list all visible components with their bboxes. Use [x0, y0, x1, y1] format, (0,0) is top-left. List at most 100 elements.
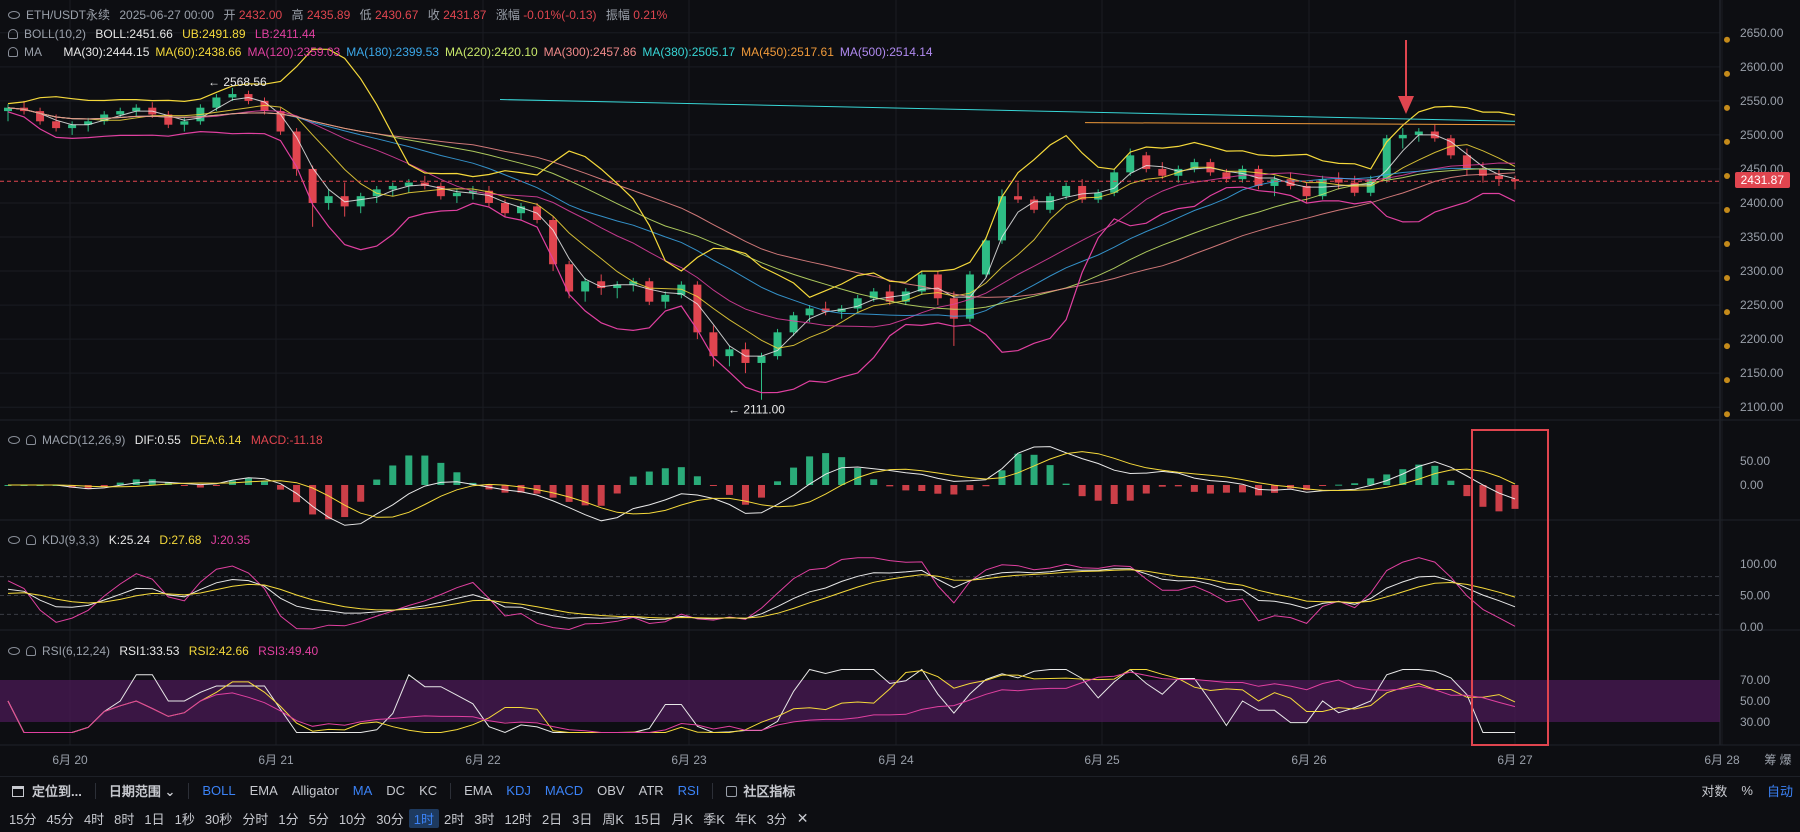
- candle-body: [180, 121, 189, 125]
- overlay-toggle-boll[interactable]: BOLL: [202, 783, 236, 798]
- candle-body: [901, 291, 910, 302]
- eye-icon[interactable]: [8, 436, 20, 444]
- macd-histogram-bar: [1367, 478, 1375, 485]
- bell-icon[interactable]: [26, 535, 36, 545]
- timeframe-7[interactable]: 分时: [242, 811, 269, 827]
- macd-histogram-bar: [1062, 483, 1070, 485]
- candle-body: [1382, 138, 1391, 180]
- candle-body: [773, 332, 782, 357]
- boll-ub: UB:2491.89: [182, 27, 246, 41]
- timeframe-20[interactable]: 月K: [671, 811, 694, 827]
- timeframe-8[interactable]: 1分: [278, 811, 299, 827]
- macd-histogram-bar: [1495, 485, 1503, 512]
- candle-body: [597, 281, 606, 289]
- timeframe-2[interactable]: 4时: [83, 811, 105, 827]
- scale-option-2[interactable]: 自动: [1766, 784, 1793, 799]
- macd-histogram-bar: [725, 485, 733, 495]
- macd-histogram-bar: [677, 467, 685, 485]
- timeframe-12[interactable]: 1时: [408, 808, 439, 828]
- candle-body: [1110, 172, 1119, 193]
- overlay-toggle-dc[interactable]: DC: [386, 783, 406, 798]
- bell-icon[interactable]: [26, 646, 36, 656]
- chart-area[interactable]: 6月 20 6月 21 6月 22 6月 23 6月 24 6月 25 6月 26 6月 27…: [0, 0, 1800, 770]
- overlay-toggle-ema[interactable]: EMA: [249, 783, 278, 798]
- candle-body: [1270, 179, 1279, 186]
- timeframe-19[interactable]: 15日: [634, 811, 662, 827]
- eye-icon[interactable]: [8, 536, 20, 544]
- event-dot: [1724, 172, 1730, 179]
- candle-body: [917, 274, 926, 292]
- timeframe-23[interactable]: 3分: [766, 811, 787, 827]
- eye-icon[interactable]: [8, 11, 20, 19]
- macd-histogram-bar: [758, 485, 765, 498]
- macd-histogram-bar: [501, 485, 509, 493]
- timeframe-17[interactable]: 3日: [572, 811, 593, 827]
- close-icon[interactable]: ✕: [796, 809, 809, 826]
- moving-average-line: [7, 104, 1516, 349]
- eye-icon[interactable]: [8, 647, 20, 655]
- boll-name: BOLL(10,2): [24, 27, 87, 41]
- kdj-j-line: [7, 557, 1516, 631]
- bell-icon[interactable]: [8, 47, 18, 57]
- ma-value-6: MA(380):2505.17: [642, 45, 736, 59]
- candle-body: [1478, 168, 1487, 176]
- macd-histogram-bar: [1206, 485, 1214, 494]
- rsi-1: RSI1:33.53: [119, 644, 180, 658]
- timeframe-16[interactable]: 2日: [541, 811, 563, 827]
- timeframe-5[interactable]: 1秒: [174, 811, 195, 827]
- candle-body: [1190, 162, 1199, 169]
- timeframe-9[interactable]: 5分: [308, 811, 329, 827]
- timeframe-3[interactable]: 8时: [114, 811, 135, 827]
- overlay-toggle-alligator[interactable]: Alligator: [291, 783, 339, 798]
- timeframe-14[interactable]: 3时: [474, 811, 495, 827]
- price-axis-label: 2400.00: [1740, 196, 1784, 210]
- community-indicator-button[interactable]: 社区指标: [719, 781, 802, 800]
- macd-histogram-bar: [389, 465, 397, 485]
- macd-histogram-bar: [806, 456, 814, 485]
- timeframe-1[interactable]: 45分: [46, 811, 74, 827]
- candle-body: [789, 315, 798, 333]
- timeframe-22[interactable]: 年K: [734, 811, 757, 827]
- indicator-toggle-kdj[interactable]: KDJ: [506, 783, 531, 798]
- chart-canvas[interactable]: 6月 20 6月 21 6月 22 6月 23 6月 24 6月 25 6月 26 6月 27…: [0, 0, 1800, 770]
- x-axis-label: 6月 27: [1497, 753, 1533, 767]
- timeframe-21[interactable]: 季K: [703, 811, 725, 827]
- macd-dea-line: [8, 451, 1516, 518]
- scale-option-1[interactable]: %: [1741, 783, 1753, 798]
- scale-option-0[interactable]: 对数: [1701, 784, 1728, 799]
- macd-histogram-bar: [1415, 464, 1423, 485]
- macd-histogram-bar: [661, 468, 669, 485]
- timeframe-10[interactable]: 10分: [338, 811, 367, 827]
- low-annotation: ← 2111.00: [728, 403, 785, 417]
- indicator-toggle-rsi[interactable]: RSI: [677, 783, 700, 798]
- price-axis-label: 2650.00: [1740, 26, 1784, 40]
- overlay-toggle-kc[interactable]: KC: [419, 783, 438, 798]
- candle-body: [388, 185, 397, 190]
- bell-icon[interactable]: [8, 29, 18, 39]
- timeframe-15[interactable]: 12时: [504, 811, 532, 827]
- x-axis-label: 6月 25: [1084, 753, 1120, 767]
- indicator-toggle-obv[interactable]: OBV: [597, 783, 625, 798]
- x-axis-label: 6月 26: [1291, 753, 1327, 767]
- date-range-button[interactable]: 日期范围 ⌄: [102, 781, 183, 800]
- timeframe-13[interactable]: 2时: [444, 811, 465, 827]
- macd-histogram-bar: [1254, 485, 1262, 496]
- indicator-toggle-macd[interactable]: MACD: [544, 783, 584, 798]
- bell-icon[interactable]: [26, 435, 36, 445]
- divider: [450, 782, 452, 799]
- timeframe-6[interactable]: 30秒: [204, 811, 233, 827]
- timeframe-4[interactable]: 1日: [144, 811, 165, 827]
- boll-value: BOLL:2451.66: [95, 27, 173, 41]
- timeframe-11[interactable]: 30分: [376, 811, 404, 827]
- divider: [188, 782, 190, 799]
- timeframe-0[interactable]: 15分: [9, 811, 37, 827]
- locate-button[interactable]: 定位到...: [0, 781, 89, 800]
- overlay-toggle-ma[interactable]: MA: [352, 783, 373, 798]
- macd-histogram-bar: [1271, 485, 1279, 493]
- event-dot: [1724, 70, 1730, 77]
- candle-body: [84, 121, 93, 125]
- indicator-toggle-ema[interactable]: EMA: [464, 783, 493, 798]
- price-axis-label: 2200.00: [1740, 332, 1784, 346]
- indicator-toggle-atr[interactable]: ATR: [638, 783, 664, 798]
- timeframe-18[interactable]: 周K: [602, 811, 625, 827]
